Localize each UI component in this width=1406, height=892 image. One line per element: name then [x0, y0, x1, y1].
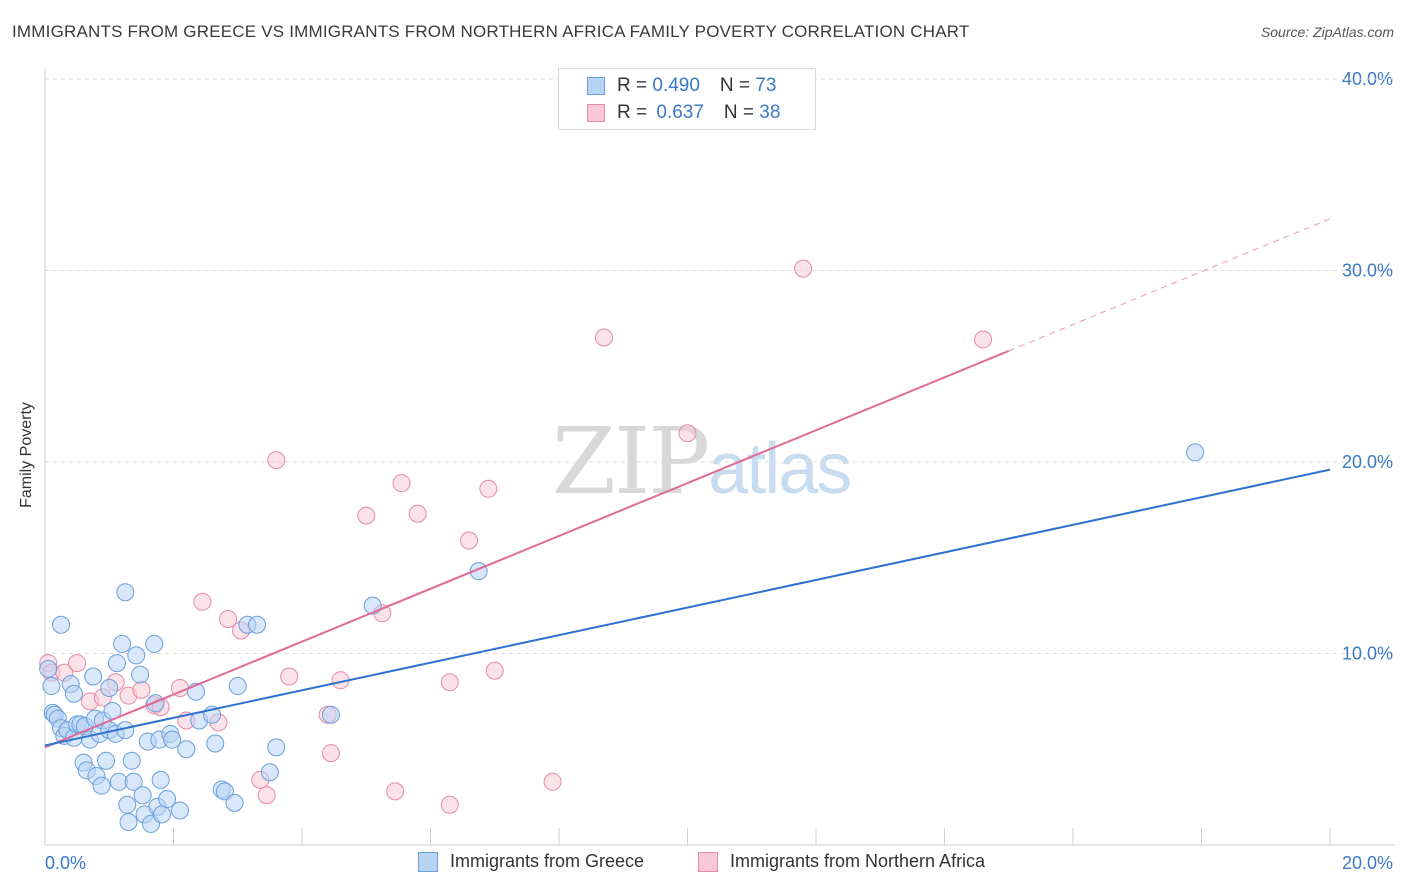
- legend-row-greece: R = 0.490 N = 73: [587, 75, 776, 97]
- legend-r-label: R =: [617, 102, 653, 123]
- greece-point: [116, 583, 135, 602]
- greece-point: [206, 734, 225, 753]
- legend-n-value: 73: [755, 75, 777, 96]
- legend-swatch-nafrica: [587, 104, 605, 122]
- greece-point: [151, 770, 170, 789]
- greece-point: [215, 782, 234, 801]
- nafrica-point: [357, 506, 376, 525]
- source-label: Source: ZipAtlas.com: [1260, 24, 1394, 40]
- greece-point: [52, 615, 71, 634]
- legend-n-label: N =: [719, 75, 756, 96]
- greece-point: [97, 751, 116, 770]
- nafrica-point: [479, 479, 498, 498]
- nafrica-point: [392, 474, 411, 493]
- x-tick-label: 0.0%: [45, 853, 86, 873]
- nafrica-point: [219, 610, 238, 629]
- y-tick-label: 20.0%: [1342, 452, 1393, 472]
- legend-r-value: 0.637: [656, 102, 704, 123]
- greece-point: [107, 654, 126, 673]
- greece-point: [113, 634, 132, 653]
- greece-point: [163, 730, 182, 749]
- y-tick-label: 10.0%: [1342, 644, 1393, 664]
- bottom-legend-swatch-greece: [418, 851, 438, 872]
- greece-point: [100, 678, 119, 697]
- greece-point: [64, 684, 83, 703]
- nafrica-point: [543, 772, 562, 791]
- greece-point: [84, 667, 103, 686]
- nafrica-point: [193, 592, 212, 611]
- greece-point: [267, 738, 286, 757]
- greece-point: [177, 740, 196, 759]
- bottom-legend-label-greece: Immigrants from Greece: [450, 851, 645, 871]
- nafrica-point: [485, 661, 504, 680]
- greece-point: [124, 772, 143, 791]
- nafrica-point: [460, 531, 479, 550]
- greece-point: [42, 677, 61, 696]
- greece-point: [170, 801, 189, 820]
- greece-point: [1186, 443, 1205, 462]
- bottom-legend-nafrica: Immigrants from Northern Africa: [698, 851, 985, 872]
- nafrica-point: [440, 673, 459, 692]
- nafrica-point: [974, 330, 993, 349]
- nafrica-point: [68, 654, 87, 673]
- legend-r-value: 0.490: [652, 75, 700, 96]
- legend-n-value: 38: [759, 102, 781, 123]
- bottom-legend-label-nafrica: Immigrants from Northern Africa: [730, 851, 986, 871]
- nafrica-point: [594, 328, 613, 347]
- nafrica-trendline-extension: [1008, 218, 1331, 352]
- greece-point: [133, 786, 152, 805]
- watermark-atlas: atlas: [708, 429, 852, 509]
- greece-point: [260, 763, 279, 782]
- greece-point: [248, 615, 267, 634]
- nafrica-point: [678, 424, 697, 443]
- nafrica-point: [408, 504, 427, 523]
- greece-point: [131, 665, 150, 684]
- nafrica-point: [440, 795, 459, 814]
- greece-point: [225, 793, 244, 812]
- nafrica-point: [794, 259, 813, 278]
- correlation-legend: R = 0.490 N = 73 R = 0.637 N = 38: [558, 68, 816, 130]
- greece-point: [39, 659, 58, 678]
- greece-trendline: [44, 468, 1331, 747]
- legend-r-label: R =: [617, 75, 653, 96]
- greece-point: [158, 790, 177, 809]
- greece-point: [122, 751, 141, 770]
- nafrica-trendline: [44, 350, 1010, 749]
- nafrica-point: [132, 680, 151, 699]
- nafrica-point: [257, 786, 276, 805]
- greece-point: [92, 776, 111, 795]
- bottom-legend-swatch-nafrica: [698, 851, 718, 872]
- greece-point: [321, 705, 340, 724]
- greece-point: [145, 634, 164, 653]
- greece-point: [127, 646, 146, 665]
- y-tick-label: 30.0%: [1342, 261, 1393, 281]
- nafrica-point: [321, 744, 340, 763]
- nafrica-point: [386, 782, 405, 801]
- legend-n-label: N =: [723, 102, 760, 123]
- x-tick-label: 20.0%: [1342, 853, 1393, 873]
- greece-point: [119, 813, 138, 832]
- greece-point: [152, 805, 171, 824]
- legend-row-nafrica: R = 0.637 N = 38: [587, 102, 780, 124]
- greece-point: [228, 677, 247, 696]
- nafrica-point: [280, 667, 299, 686]
- chart-title: IMMIGRANTS FROM GREECE VS IMMIGRANTS FRO…: [12, 22, 970, 41]
- greece-point: [146, 694, 165, 713]
- legend-swatch-greece: [587, 77, 605, 95]
- nafrica-point: [267, 451, 286, 470]
- greece-point: [118, 795, 137, 814]
- bottom-legend-greece: Immigrants from Greece: [418, 851, 644, 872]
